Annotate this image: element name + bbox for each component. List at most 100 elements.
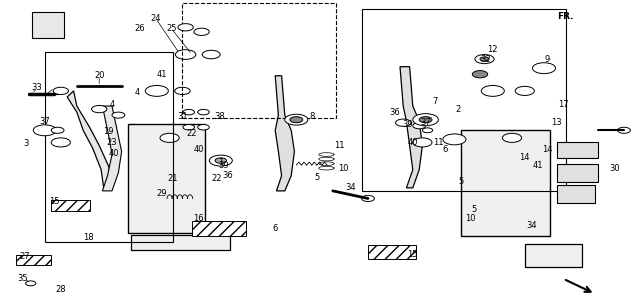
Text: 37: 37 xyxy=(40,117,50,126)
Polygon shape xyxy=(557,185,595,203)
Text: 36: 36 xyxy=(390,108,400,117)
Text: 41: 41 xyxy=(157,70,167,79)
Polygon shape xyxy=(525,244,582,267)
Circle shape xyxy=(112,112,125,118)
Text: 28: 28 xyxy=(56,285,66,294)
Circle shape xyxy=(183,109,195,115)
Text: 39: 39 xyxy=(219,161,229,170)
Circle shape xyxy=(145,85,168,96)
Polygon shape xyxy=(67,91,112,188)
Text: 34: 34 xyxy=(346,183,356,192)
Text: 40: 40 xyxy=(193,145,204,155)
Text: 12: 12 xyxy=(488,45,498,55)
Circle shape xyxy=(515,86,534,95)
Polygon shape xyxy=(557,164,598,182)
Bar xyxy=(51,200,90,211)
Text: 16: 16 xyxy=(193,214,204,223)
Text: 5: 5 xyxy=(314,173,319,182)
Polygon shape xyxy=(131,235,230,250)
Text: 10: 10 xyxy=(465,214,476,223)
Bar xyxy=(192,221,246,236)
Bar xyxy=(362,9,566,191)
Text: 6: 6 xyxy=(442,145,447,155)
Circle shape xyxy=(285,114,308,125)
Polygon shape xyxy=(102,106,122,191)
Text: 9: 9 xyxy=(545,55,550,64)
Circle shape xyxy=(413,123,426,129)
Text: 31: 31 xyxy=(177,112,188,121)
Text: 22: 22 xyxy=(187,129,197,138)
Text: 13: 13 xyxy=(552,118,562,127)
Circle shape xyxy=(413,114,438,126)
Circle shape xyxy=(475,55,494,64)
Text: 35: 35 xyxy=(17,274,28,283)
Bar xyxy=(45,52,173,242)
Text: 14: 14 xyxy=(542,145,552,155)
Text: 39: 39 xyxy=(403,120,413,129)
Circle shape xyxy=(202,50,220,59)
Text: 37: 37 xyxy=(420,118,431,127)
Text: 15: 15 xyxy=(408,250,418,259)
Text: 6: 6 xyxy=(273,224,278,233)
Text: 14: 14 xyxy=(520,153,530,162)
Circle shape xyxy=(472,71,488,78)
Circle shape xyxy=(178,24,193,31)
Text: 15: 15 xyxy=(49,197,60,206)
Text: 34: 34 xyxy=(526,221,536,230)
Circle shape xyxy=(92,105,107,113)
Text: 21: 21 xyxy=(168,174,178,183)
Text: 10: 10 xyxy=(339,164,349,173)
Circle shape xyxy=(419,117,432,123)
Circle shape xyxy=(502,133,522,142)
Circle shape xyxy=(198,109,209,115)
Text: 40: 40 xyxy=(408,138,418,147)
Text: 41: 41 xyxy=(532,161,543,170)
Text: FR.: FR. xyxy=(557,12,573,21)
Text: 26: 26 xyxy=(134,24,145,33)
Circle shape xyxy=(53,87,68,95)
Text: 24: 24 xyxy=(150,14,161,23)
Text: 1: 1 xyxy=(218,158,223,167)
Circle shape xyxy=(33,125,56,136)
Circle shape xyxy=(160,133,179,142)
Circle shape xyxy=(215,158,227,163)
Text: 11: 11 xyxy=(334,141,344,150)
Circle shape xyxy=(209,155,232,166)
Polygon shape xyxy=(400,67,422,188)
Circle shape xyxy=(198,125,209,130)
Circle shape xyxy=(443,134,466,145)
Polygon shape xyxy=(461,130,550,236)
Text: 5: 5 xyxy=(458,177,463,186)
Circle shape xyxy=(481,85,504,96)
Circle shape xyxy=(175,50,196,59)
Polygon shape xyxy=(557,142,598,158)
Circle shape xyxy=(183,125,195,130)
Text: 40: 40 xyxy=(109,148,119,158)
Text: 22: 22 xyxy=(211,174,221,183)
Circle shape xyxy=(175,87,190,95)
Text: 20: 20 xyxy=(94,71,104,80)
Circle shape xyxy=(362,195,374,201)
Text: 32: 32 xyxy=(480,55,490,64)
Circle shape xyxy=(194,28,209,35)
Circle shape xyxy=(290,117,303,123)
Polygon shape xyxy=(32,12,64,38)
Text: 4: 4 xyxy=(135,88,140,97)
Text: 11: 11 xyxy=(433,138,444,147)
Text: 25: 25 xyxy=(166,24,177,33)
Text: 38: 38 xyxy=(214,112,225,121)
Circle shape xyxy=(51,138,70,147)
Circle shape xyxy=(532,63,556,74)
Text: 5: 5 xyxy=(471,205,476,214)
Circle shape xyxy=(413,138,432,147)
Text: 33: 33 xyxy=(32,83,42,92)
Text: 36: 36 xyxy=(222,171,232,180)
Circle shape xyxy=(396,119,411,126)
Text: 4: 4 xyxy=(109,100,115,109)
Circle shape xyxy=(51,127,64,133)
Bar xyxy=(16,255,51,265)
Text: 17: 17 xyxy=(558,100,568,109)
Text: 30: 30 xyxy=(609,164,620,173)
Text: 2: 2 xyxy=(455,105,460,114)
Text: 7: 7 xyxy=(433,97,438,106)
